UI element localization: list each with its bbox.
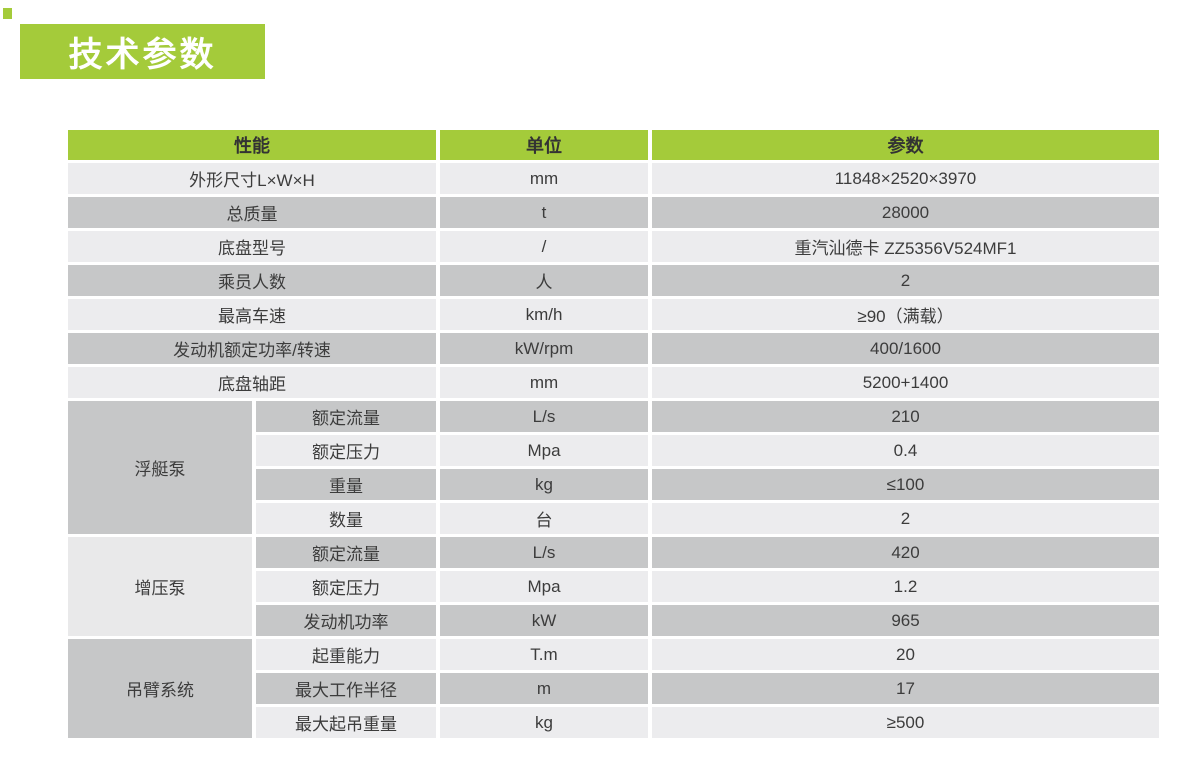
value-cell: 重汽汕德卡 ZZ5356V524MF1 (652, 231, 1159, 262)
spec-name-cell: 额定压力 (256, 571, 436, 602)
value-cell: 28000 (652, 197, 1159, 228)
unit-cell: Mpa (440, 435, 648, 466)
unit-cell: 台 (440, 503, 648, 534)
spec-name-cell: 底盘轴距 (68, 367, 436, 398)
spec-name-cell: 额定流量 (256, 537, 436, 568)
table-row: 额定压力 Mpa 0.4 (68, 435, 1159, 466)
table-row: 浮艇泵 额定流量 L/s 210 (68, 401, 1159, 534)
table-row: 总质量 t 28000 (68, 197, 1159, 228)
spec-name-cell: 总质量 (68, 197, 436, 228)
spec-name-cell: 数量 (256, 503, 436, 534)
table-row: 数量台 2 (68, 503, 1159, 534)
column-header-performance: 性能 (68, 130, 436, 160)
unit-cell: t (440, 197, 648, 228)
table-row: 重量 kg ≤100 (68, 469, 1159, 500)
table-row: 额定压力 Mpa 1.2 (68, 571, 1159, 602)
column-header-parameter: 参数 (652, 130, 1159, 160)
column-header-unit: 单位 (440, 130, 648, 160)
spec-name-cell: 发动机额定功率/转速 (68, 333, 436, 364)
value-cell: 210 (652, 401, 1159, 432)
spec-name-cell: 发动机功率 (256, 605, 436, 636)
section-title: 技术参数 (68, 36, 217, 74)
table-row: 最高车速 km/h ≥90（满载） (68, 299, 1159, 330)
spec-name-cell: 外形尺寸L×W×H (68, 163, 436, 194)
table-row: 底盘型号 / 重汽汕德卡 ZZ5356V524MF1 (68, 231, 1159, 262)
value-cell: 2 (652, 265, 1159, 296)
spec-name-cell: 最大起吊重量 (256, 707, 436, 738)
spec-table: 性能 单位 参数 外形尺寸L×W×H mm 11848×2520×3970 总质量 t 2… (64, 127, 1163, 741)
value-cell: 0.4 (652, 435, 1159, 466)
group-cell: 吊臂系统 (68, 639, 252, 738)
spec-name-cell: 最大工作半径 (256, 673, 436, 704)
value-cell: 11848×2520×3970 (652, 163, 1159, 194)
value-cell: 5200+1400 (652, 367, 1159, 398)
group-cell: 增压泵 (68, 537, 252, 636)
table-row: 最大起吊重量 kg ≥500 (68, 707, 1159, 738)
section-title-badge: 技术参数 (20, 24, 265, 79)
unit-cell: kW (440, 605, 648, 636)
value-cell: 420 (652, 537, 1159, 568)
value-cell: ≤100 (652, 469, 1159, 500)
unit-cell: mm (440, 163, 648, 194)
table-row: 吊臂系统 起重能力 T.m 20 (68, 639, 1159, 738)
corner-accent-mark (3, 8, 12, 19)
unit-cell: kg (440, 469, 648, 500)
table-row: 外形尺寸L×W×H mm 11848×2520×3970 (68, 163, 1159, 194)
spec-name-cell: 最高车速 (68, 299, 436, 330)
spec-name-cell: 额定流量 (256, 401, 436, 432)
unit-cell: L/s (440, 401, 648, 432)
table-row: 最大工作半径 m 17 (68, 673, 1159, 704)
table-row: 发动机额定功率/转速 kW/rpm 400/1600 (68, 333, 1159, 364)
table-header-row: 性能 单位 参数 (68, 130, 1159, 160)
table-row: 乘员人数人 2 (68, 265, 1159, 296)
unit-cell: Mpa (440, 571, 648, 602)
spec-name-cell: 乘员人数 (68, 265, 436, 296)
table-body: 外形尺寸L×W×H mm 11848×2520×3970 总质量 t 28000 底盘型号 /… (68, 163, 1159, 738)
value-cell: 965 (652, 605, 1159, 636)
table-row: 底盘轴距 mm 5200+1400 (68, 367, 1159, 398)
unit-cell: / (440, 231, 648, 262)
unit-cell: km/h (440, 299, 648, 330)
value-cell: ≥500 (652, 707, 1159, 738)
unit-cell: kg (440, 707, 648, 738)
value-cell: 400/1600 (652, 333, 1159, 364)
spec-name-cell: 额定压力 (256, 435, 436, 466)
spec-name-cell: 底盘型号 (68, 231, 436, 262)
unit-cell: 人 (440, 265, 648, 296)
value-cell: 1.2 (652, 571, 1159, 602)
unit-cell: T.m (440, 639, 648, 670)
value-cell: 17 (652, 673, 1159, 704)
value-cell: 20 (652, 639, 1159, 670)
unit-cell: m (440, 673, 648, 704)
spec-name-cell: 重量 (256, 469, 436, 500)
spec-name-cell: 起重能力 (256, 639, 436, 670)
value-cell: 2 (652, 503, 1159, 534)
value-cell: ≥90（满载） (652, 299, 1159, 330)
table-row: 发动机功率 kW 965 (68, 605, 1159, 636)
unit-cell: kW/rpm (440, 333, 648, 364)
group-cell: 浮艇泵 (68, 401, 252, 534)
table-row: 增压泵 额定流量 L/s 420 (68, 537, 1159, 636)
unit-cell: mm (440, 367, 648, 398)
unit-cell: L/s (440, 537, 648, 568)
